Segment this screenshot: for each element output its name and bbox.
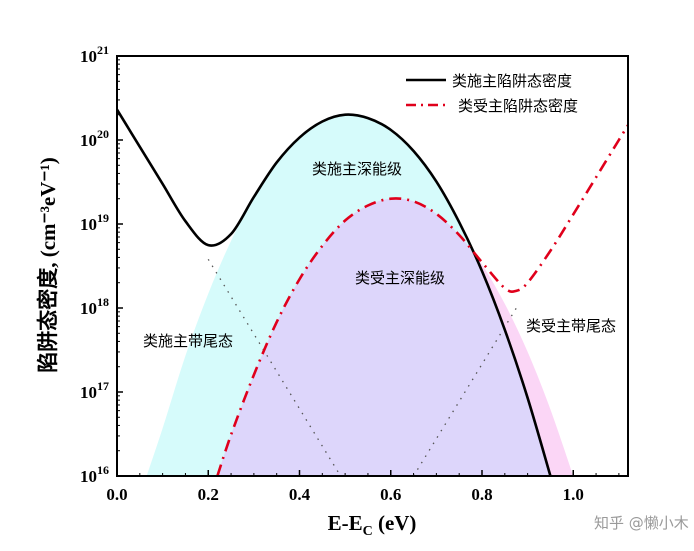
acceptor-total-line: [216, 124, 628, 476]
y-axis-label: 陷阱态密度, (cm⁻³eV⁻¹): [36, 157, 60, 373]
y-tick-label: 1020: [80, 127, 109, 150]
y-tick-label: 1016: [80, 463, 109, 486]
x-tick-label: 0.2: [198, 485, 219, 504]
plot-frame: [116, 55, 629, 477]
x-tick-label: 0.4: [289, 485, 311, 504]
watermark: 知乎 @懒小木: [594, 514, 689, 532]
x-tick-label: 0.6: [380, 485, 401, 504]
legend: 类施主陷阱态密度 类受主陷阱态密度: [406, 72, 578, 115]
annotation-donor-deep: 类施主深能级: [312, 160, 402, 178]
x-tick-label: 0.0: [106, 485, 127, 504]
annotation-acceptor-deep: 类受主深能级: [355, 269, 445, 287]
y-tick-label: 1017: [80, 379, 109, 402]
x-tick-label: 1.0: [563, 485, 584, 504]
y-tick-label: 1018: [80, 295, 109, 318]
x-tick-label: 0.8: [471, 485, 492, 504]
annotation-acceptor-tail: 类受主带尾态: [526, 317, 616, 335]
annotation-donor-tail: 类施主带尾态: [143, 332, 233, 350]
legend-label-donor: 类施主陷阱态密度: [452, 72, 572, 90]
donor-total-line: [117, 108, 552, 476]
y-tick-label: 1019: [80, 211, 109, 234]
x-axis-label: E-EC (eV): [328, 511, 417, 539]
legend-label-acceptor: 类受主陷阱态密度: [458, 97, 578, 115]
y-tick-label: 1021: [80, 43, 109, 66]
